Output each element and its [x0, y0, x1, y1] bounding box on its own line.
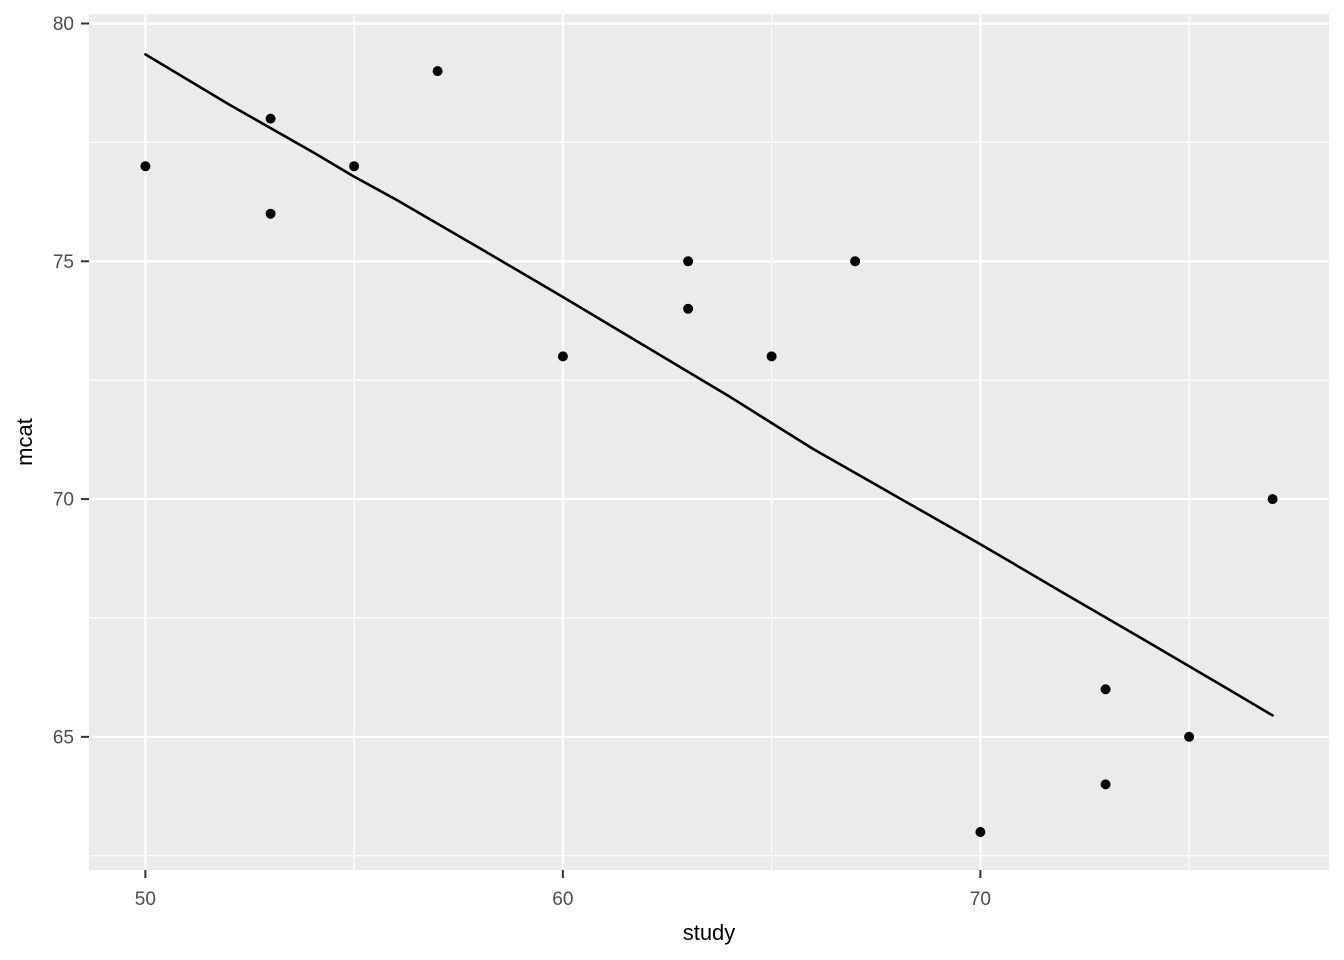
y-tick-label: 80: [53, 14, 74, 35]
data-point: [1184, 731, 1195, 742]
data-points-layer: [140, 66, 1278, 837]
data-point: [265, 113, 276, 124]
x-axis-title: study: [683, 920, 736, 945]
panel-background: [89, 14, 1329, 870]
data-point: [140, 161, 151, 172]
minor-gridlines: [89, 14, 1329, 870]
data-point: [1267, 494, 1278, 505]
major-gridlines: [89, 14, 1329, 870]
data-point: [349, 161, 360, 172]
data-point: [1100, 779, 1111, 790]
x-tick-label: 50: [135, 889, 156, 910]
y-axis-title: mcat: [12, 418, 37, 466]
data-point: [265, 208, 276, 219]
y-tick-label: 75: [53, 252, 74, 273]
y-tick-label: 70: [53, 490, 74, 511]
data-point: [683, 256, 694, 267]
data-point: [557, 351, 568, 362]
data-point: [975, 827, 986, 837]
x-tick-label: 70: [970, 889, 991, 910]
y-tick-label: 65: [53, 727, 74, 748]
plot-panel: [89, 14, 1329, 870]
trend-line-layer: [144, 53, 1274, 717]
data-point: [683, 303, 694, 314]
data-point: [766, 351, 777, 362]
x-tick-label: 60: [552, 889, 573, 910]
data-point: [1100, 684, 1111, 695]
axis-tick-labels-layer: 50 60 70 65 70 75 80: [53, 14, 991, 910]
trend-line: [144, 53, 1274, 717]
data-point: [850, 256, 861, 267]
axis-ticks-layer: [81, 22, 982, 878]
data-point: [432, 66, 443, 77]
